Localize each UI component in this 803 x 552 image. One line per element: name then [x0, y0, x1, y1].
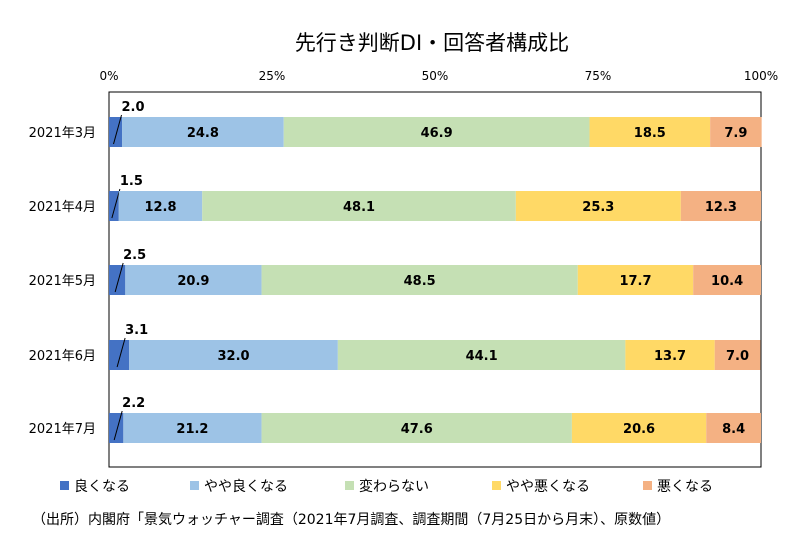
data-label: 24.8: [187, 126, 219, 141]
bar-segment: [261, 265, 578, 295]
legend-label: 変わらない: [359, 478, 429, 495]
data-label: 2.2: [122, 396, 145, 411]
bar-segment: [125, 265, 262, 295]
data-label: 2.5: [123, 248, 146, 263]
bar-segment: [261, 413, 572, 443]
leader-line: [113, 114, 123, 145]
data-label: 17.7: [619, 274, 651, 289]
bar-segment: [123, 413, 262, 443]
bar-segment: [109, 340, 130, 370]
data-label: 25.3: [582, 200, 614, 215]
data-label: 12.3: [705, 200, 737, 215]
bar-segment: [109, 265, 126, 295]
bar-segment: [577, 265, 694, 295]
leader-line: [111, 188, 121, 219]
bar-segment: [706, 413, 761, 443]
bar-segment: [571, 413, 707, 443]
leader-line: [114, 262, 124, 293]
bar-segment: [515, 191, 681, 221]
data-label: 2.0: [122, 100, 145, 115]
legend-swatch: [492, 481, 501, 490]
bar-segment: [283, 117, 590, 147]
category-labels: 2021年3月 2021年4月 2021年5月 2021年6月 2021年7月: [29, 126, 96, 437]
data-label: 10.4: [711, 274, 743, 289]
data-label: 32.0: [217, 349, 249, 364]
data-label: 7.0: [726, 349, 749, 364]
leader-line: [113, 410, 123, 441]
bar-segment: [710, 117, 762, 147]
bar-segment: [693, 265, 761, 295]
legend: 良くなる やや良くなる 変わらない やや悪くなる 悪くなる: [60, 478, 713, 495]
legend-label: 良くなる: [74, 479, 130, 495]
legend-swatch: [643, 481, 652, 490]
bar-segment: [337, 340, 626, 370]
legend-swatch: [345, 481, 354, 490]
data-label: 12.8: [144, 200, 176, 215]
data-label: 3.1: [125, 323, 148, 338]
x-tick-label: 25%: [259, 69, 286, 83]
data-label: 8.4: [722, 422, 745, 437]
legend-label: やや良くなる: [204, 479, 288, 495]
legend-swatch: [60, 481, 69, 490]
data-label: 13.7: [654, 349, 686, 364]
bar-segment: [109, 191, 119, 221]
legend-swatch: [190, 481, 199, 490]
bar-segment: [589, 117, 711, 147]
x-axis-ticks: 0% 25% 50% 75% 100%: [99, 69, 778, 83]
bars: 2.0 24.8 46.9 18.5 7.9 1.512.8 48.1 25.3 12.3 2.5…: [109, 100, 762, 443]
data-label: 44.1: [466, 349, 498, 364]
data-label: 7.9: [724, 126, 747, 141]
category-label: 2021年4月: [29, 200, 96, 215]
leader-line: [116, 337, 126, 368]
category-label: 2021年5月: [29, 274, 96, 289]
bar-segment: [714, 340, 761, 370]
data-label: 48.5: [404, 274, 436, 289]
legend-label: 悪くなる: [657, 479, 713, 495]
x-tick-label: 75%: [585, 69, 612, 83]
legend-label: やや悪くなる: [506, 479, 590, 495]
bar-segment: [680, 191, 761, 221]
data-label: 48.1: [343, 200, 375, 215]
category-label: 2021年7月: [29, 422, 96, 437]
data-label: 1.5: [120, 174, 143, 189]
bar-segment: [625, 340, 715, 370]
x-tick-label: 100%: [744, 69, 778, 83]
bar-segment: [109, 413, 124, 443]
category-label: 2021年3月: [29, 126, 96, 141]
bar-segment: [129, 340, 338, 370]
bar-segment: [202, 191, 516, 221]
data-label: 18.5: [634, 126, 666, 141]
x-tick-label: 0%: [99, 69, 118, 83]
data-label: 20.9: [177, 274, 209, 289]
x-tick-label: 50%: [422, 69, 449, 83]
data-label: 47.6: [401, 422, 433, 437]
data-label: 46.9: [421, 126, 453, 141]
source-note: （出所）内閣府「景気ウォッチャー調査（2021年7月調査、調査期間（7月25日か…: [32, 512, 670, 528]
category-label: 2021年6月: [29, 349, 96, 364]
data-label: 20.6: [623, 422, 655, 437]
data-label: 21.2: [176, 422, 208, 437]
bar-segment: [122, 117, 284, 147]
bar-segment: [118, 191, 203, 221]
chart-title: 先行き判断DI・回答者構成比: [295, 31, 569, 55]
